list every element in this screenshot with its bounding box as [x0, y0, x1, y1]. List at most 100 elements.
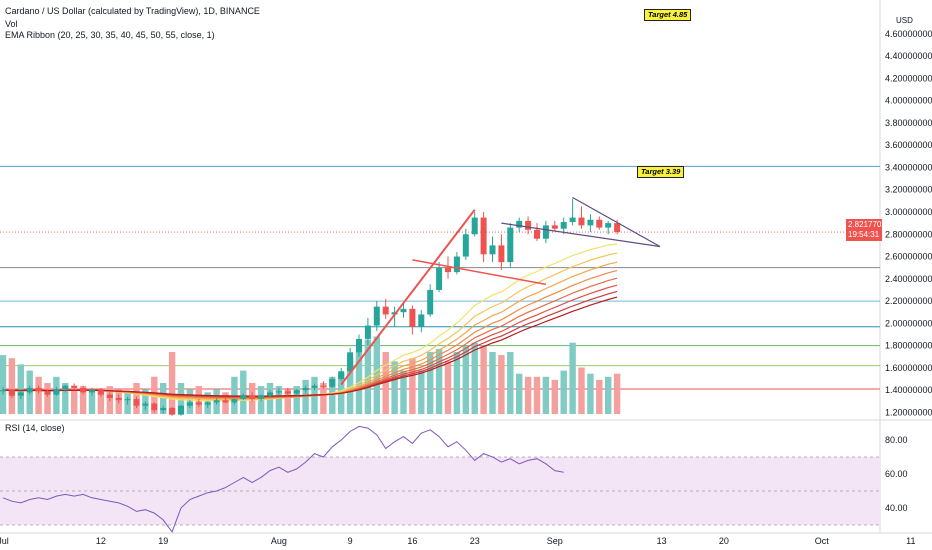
time-tick-label: Jul — [0, 536, 9, 546]
candle-body — [142, 403, 149, 406]
rsi-legend: RSI (14, close) — [5, 423, 65, 433]
price-tick-label: 4.40000000 — [885, 51, 932, 61]
volume-bar — [427, 352, 434, 414]
triangle-upper-line — [572, 197, 661, 248]
time-tick-label: 13 — [657, 536, 667, 546]
price-tick-label: 1.20000000 — [885, 407, 932, 417]
candle-body — [133, 399, 140, 406]
volume-bar — [560, 370, 567, 414]
price-tick-label: 3.40000000 — [885, 162, 932, 172]
last-price-value: 2.82177026 — [848, 220, 891, 229]
volume-bar — [160, 383, 167, 414]
volume-bar — [79, 386, 87, 414]
candle-body — [534, 229, 540, 239]
time-tick-label: Sep — [547, 536, 563, 546]
volume-bar — [462, 345, 469, 414]
time-tick-label: Aug — [271, 536, 287, 546]
volume-bar — [435, 348, 443, 414]
candle-body — [382, 306, 389, 315]
volume-bar — [35, 376, 42, 414]
flagpole-line — [340, 209, 476, 386]
candle-body — [97, 390, 104, 395]
candle-body — [507, 227, 514, 263]
price-tick-label: 3.00000000 — [885, 207, 932, 217]
volume-bar — [0, 355, 7, 414]
candle-body — [89, 390, 95, 393]
volume-bar — [516, 373, 523, 414]
flag-lower-line — [412, 259, 547, 286]
volume-bar — [275, 386, 283, 414]
price-tick-label: 2.20000000 — [885, 296, 932, 306]
currency-label: USD — [896, 16, 913, 25]
target-high-label: Target 4.85 — [644, 9, 692, 21]
candle-body — [400, 308, 407, 313]
candle-body — [178, 405, 184, 415]
price-tick-label: 3.80000000 — [885, 118, 932, 128]
time-tick-label: 9 — [348, 536, 353, 546]
candle-body — [80, 387, 87, 393]
volume-bar — [168, 352, 176, 414]
price-tick-label: 2.60000000 — [885, 252, 932, 262]
price-tick-label: 3.60000000 — [885, 140, 932, 150]
candle-body — [453, 256, 460, 273]
candle-body — [44, 391, 51, 395]
candle-body — [302, 387, 309, 391]
candle-body — [329, 379, 336, 387]
candle-body — [498, 245, 505, 263]
triangle-lower-line — [501, 222, 661, 248]
candle-body — [151, 403, 158, 411]
time-tick-label: Oct — [815, 536, 830, 546]
rsi-tick-label: 80.00 — [885, 435, 908, 445]
ema-ribbon-line — [2, 296, 618, 397]
candle-body — [596, 219, 603, 228]
volume-bar — [8, 358, 16, 414]
volume-bar — [284, 389, 291, 414]
candle-body — [195, 402, 202, 405]
candle-body — [53, 389, 60, 395]
volume-bar — [587, 373, 594, 414]
volume-bar — [329, 376, 336, 414]
volume-bar — [88, 389, 96, 414]
price-tick-label: 4.20000000 — [885, 73, 932, 83]
volume-bar — [533, 376, 541, 414]
candle-body — [186, 402, 193, 406]
price-tick-label: 1.80000000 — [885, 341, 932, 351]
candle-body — [347, 352, 354, 372]
volume-bar — [418, 370, 425, 414]
volume-bar — [569, 342, 576, 414]
candle-body — [240, 395, 247, 400]
price-tick-label: 2.00000000 — [885, 318, 932, 328]
volume-bar — [355, 345, 363, 414]
candle-body — [445, 267, 451, 273]
candle-body — [614, 223, 621, 233]
candle-body — [267, 392, 273, 396]
countdown-timer: 19:54:31 — [848, 230, 880, 239]
target-low-label: Target 3.39 — [637, 166, 685, 178]
candle-body — [62, 385, 69, 390]
candle-body — [409, 308, 416, 327]
candle-body — [364, 325, 371, 339]
candle-body — [293, 390, 300, 394]
candle-body — [249, 395, 256, 400]
candle-body — [284, 391, 291, 394]
candle-body — [489, 245, 496, 255]
volume-bar — [605, 376, 612, 414]
candle-body — [427, 289, 434, 315]
candle-body — [204, 402, 211, 405]
candle-body — [356, 338, 362, 353]
candle-body — [35, 387, 42, 392]
price-tick-label: 4.00000000 — [885, 96, 932, 106]
volume-bar — [346, 358, 354, 414]
candle-body — [338, 371, 345, 380]
volume-bar — [17, 364, 24, 414]
time-tick-label: 11 — [906, 536, 915, 546]
rsi-tick-label: 60.00 — [885, 469, 908, 479]
price-tick-label: 1.40000000 — [885, 385, 932, 395]
volume-bar — [524, 376, 532, 414]
candle-body — [169, 407, 176, 415]
price-tick-label: 2.40000000 — [885, 274, 932, 284]
volume-bar — [240, 370, 247, 414]
candle-body — [587, 219, 594, 226]
volume-bar — [596, 379, 603, 414]
